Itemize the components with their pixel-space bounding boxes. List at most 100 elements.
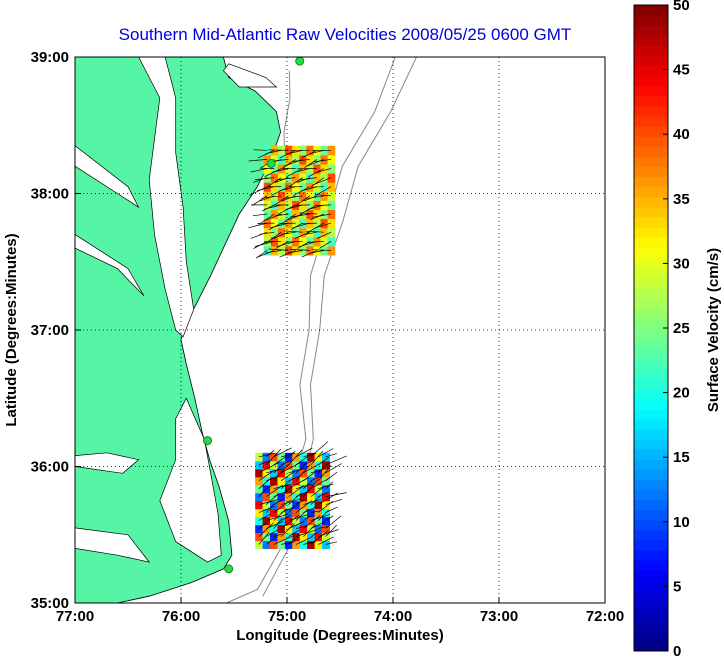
velocity-arrow <box>295 491 309 497</box>
colorbar-segment <box>634 156 668 167</box>
velocity-cell <box>306 145 314 156</box>
colorbar-segment <box>634 15 668 26</box>
velocity-arrow <box>258 470 275 481</box>
velocity-arrow <box>310 495 321 505</box>
x-tick-label: 74:00 <box>374 608 412 625</box>
velocity-arrow <box>263 204 282 210</box>
velocity-arrow <box>295 464 311 481</box>
velocity-cell <box>314 460 323 470</box>
velocity-arrow <box>281 195 296 202</box>
colorbar-segment <box>634 499 668 511</box>
colorbar-tick-label: 35 <box>673 191 690 208</box>
velocity-cell <box>299 236 307 247</box>
velocity-cell <box>299 452 308 462</box>
velocity-arrow <box>288 494 300 505</box>
velocity-cell <box>262 532 271 542</box>
colorbar-segment <box>634 529 668 541</box>
velocity-cell <box>263 145 272 156</box>
velocity-cell <box>313 218 322 229</box>
colorbar-segment <box>634 570 668 581</box>
colorbar-segment <box>634 348 668 359</box>
colorbar-segment <box>634 216 668 228</box>
velocity-arrow <box>303 480 313 489</box>
velocity-cell <box>262 516 271 526</box>
velocity-cell <box>284 492 293 502</box>
velocity-arrow <box>303 524 316 537</box>
land-mass <box>75 57 282 603</box>
water-body <box>75 527 151 563</box>
velocity-cell <box>306 191 314 201</box>
velocity-cell <box>299 218 307 229</box>
colorbar-segment <box>634 560 668 571</box>
velocity-arrow <box>288 521 305 529</box>
velocity-arrow <box>263 240 282 243</box>
colorbar-segment <box>634 469 668 480</box>
colorbar-tick-label: 10 <box>673 514 690 531</box>
velocity-arrow <box>314 159 332 163</box>
velocity-arrow <box>273 464 283 474</box>
velocity-cell <box>292 516 301 526</box>
colorbar-segment <box>634 55 668 67</box>
colorbar-segment <box>634 368 668 379</box>
velocity-arrow <box>316 168 332 173</box>
velocity-cell <box>292 154 300 165</box>
velocity-cell <box>285 245 293 256</box>
velocity-cell <box>277 452 286 462</box>
velocity-arrow <box>325 524 337 537</box>
velocity-arrow <box>288 449 303 466</box>
velocity-arrow <box>318 526 329 529</box>
velocity-arrow <box>290 249 310 251</box>
velocity-cell <box>285 200 293 210</box>
velocity-arrow <box>248 222 268 229</box>
velocity-cell <box>270 227 279 238</box>
velocity-cell <box>292 524 301 534</box>
velocity-arrow <box>258 213 275 225</box>
velocity-cell <box>313 173 322 183</box>
x-tick-label: 72:00 <box>586 608 624 625</box>
velocity-arrow <box>316 231 332 239</box>
colorbar-segment <box>634 227 668 238</box>
velocity-cell <box>320 182 329 192</box>
velocity-cell <box>299 492 308 502</box>
velocity-cell <box>277 173 286 183</box>
velocity-arrow <box>312 213 332 218</box>
velocity-arrow <box>325 515 342 529</box>
velocity-cell <box>313 154 322 165</box>
water-body <box>75 452 140 474</box>
velocity-cell <box>270 508 278 518</box>
velocity-cell <box>307 500 316 510</box>
velocity-arrow <box>310 477 330 490</box>
velocity-arrow <box>295 499 304 505</box>
colorbar-tick-label: 25 <box>673 320 690 337</box>
velocity-arrow <box>325 515 334 521</box>
colorbar-segment <box>634 590 668 602</box>
velocity-cell <box>299 209 307 220</box>
velocity-arrow <box>296 177 310 183</box>
velocity-cell <box>292 163 300 174</box>
velocity-cell <box>292 209 300 220</box>
velocity-arrow <box>285 204 303 210</box>
colorbar-segment <box>634 297 668 309</box>
velocity-cell <box>255 532 264 542</box>
velocity-arrow <box>273 455 287 466</box>
velocity-arrow <box>325 453 337 458</box>
velocity-arrow <box>310 521 326 529</box>
velocity-cell <box>314 540 323 549</box>
velocity-arrow <box>272 231 289 239</box>
velocity-cell <box>262 460 271 470</box>
velocity-cell <box>320 209 329 220</box>
velocity-cell <box>307 492 316 502</box>
velocity-arrow <box>303 195 318 202</box>
velocity-cell <box>284 516 293 526</box>
velocity-arrow <box>279 250 296 258</box>
velocity-arrow <box>295 465 304 474</box>
velocity-cell <box>320 163 329 174</box>
colorbar-segment <box>634 105 668 117</box>
velocity-arrow <box>301 222 317 225</box>
velocity-arrow <box>318 536 334 545</box>
colorbar-segment <box>634 5 668 16</box>
velocity-arrow <box>251 195 268 206</box>
velocity-arrow <box>258 505 276 513</box>
velocity-cell <box>313 191 322 201</box>
y-tick-label: 37:00 <box>31 322 69 339</box>
